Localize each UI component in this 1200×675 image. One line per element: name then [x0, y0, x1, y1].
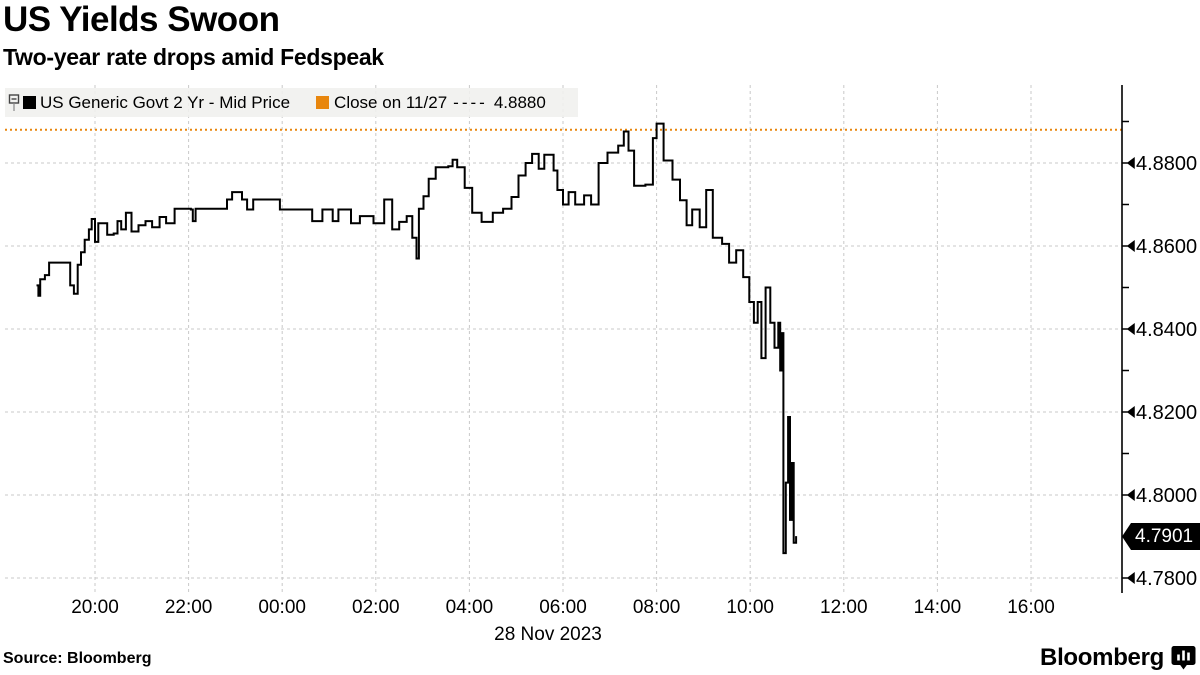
y-tick-label: 4.8600 — [1136, 236, 1197, 258]
y-axis-tick — [1122, 572, 1135, 584]
page-title: US Yields Swoon — [3, 0, 280, 39]
y-axis-tick — [1122, 406, 1135, 418]
brand-footer: Bloomberg — [1040, 644, 1196, 672]
source-attribution: Source: Bloomberg — [3, 650, 152, 667]
y-axis-tick — [1122, 323, 1135, 335]
legend: US Generic Govt 2 Yr - Mid Price Close o… — [5, 88, 578, 117]
y-tick-label: 4.8000 — [1136, 485, 1197, 507]
legend-series-label: US Generic Govt 2 Yr - Mid Price — [40, 92, 291, 112]
x-axis-date-label: 28 Nov 2023 — [494, 624, 602, 645]
legend-close-label: Close on 11/27 — [334, 92, 448, 112]
bloomberg-wordmark: Bloomberg — [1040, 644, 1164, 671]
x-tick-label: 16:00 — [1007, 597, 1055, 618]
last-price-value: 4.7901 — [1135, 525, 1194, 547]
x-tick-label: 04:00 — [446, 597, 494, 618]
x-tick-label: 22:00 — [165, 597, 213, 618]
x-tick-label: 08:00 — [633, 597, 681, 618]
x-tick-label: 10:00 — [726, 597, 774, 618]
page-subtitle: Two-year rate drops amid Fedspeak — [3, 44, 384, 70]
x-tick-label: 20:00 — [71, 597, 119, 618]
x-tick-label: 02:00 — [352, 597, 400, 618]
y-axis-tick — [1122, 240, 1135, 252]
y-tick-label: 4.8400 — [1136, 319, 1197, 341]
price-step-line — [36, 122, 798, 555]
last-price-badge: 4.7901 — [1122, 523, 1200, 550]
y-tick-label: 4.7800 — [1136, 568, 1197, 590]
chart-flag-icon — [8, 93, 20, 111]
y-tick-label: 4.8800 — [1136, 153, 1197, 175]
y-axis-tick — [1122, 157, 1135, 169]
x-tick-label: 00:00 — [258, 597, 306, 618]
x-tick-label: 14:00 — [914, 597, 962, 618]
legend-close-value: 4.8880 — [493, 92, 546, 112]
bloomberg-terminal-icon — [1171, 646, 1196, 670]
legend-close-dashes: ---- — [453, 92, 488, 112]
y-tick-label: 4.8200 — [1136, 402, 1197, 424]
x-tick-label: 12:00 — [820, 597, 868, 618]
close-swatch — [316, 96, 330, 109]
series-swatch — [23, 96, 36, 109]
x-tick-label: 06:00 — [539, 597, 587, 618]
y-axis-tick — [1122, 489, 1135, 501]
